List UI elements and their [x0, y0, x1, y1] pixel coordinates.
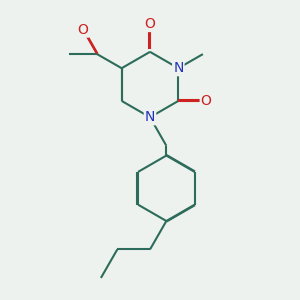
- Text: O: O: [145, 17, 155, 31]
- Text: O: O: [201, 94, 212, 108]
- Text: O: O: [78, 22, 88, 37]
- Text: N: N: [145, 110, 155, 124]
- Text: N: N: [173, 61, 184, 75]
